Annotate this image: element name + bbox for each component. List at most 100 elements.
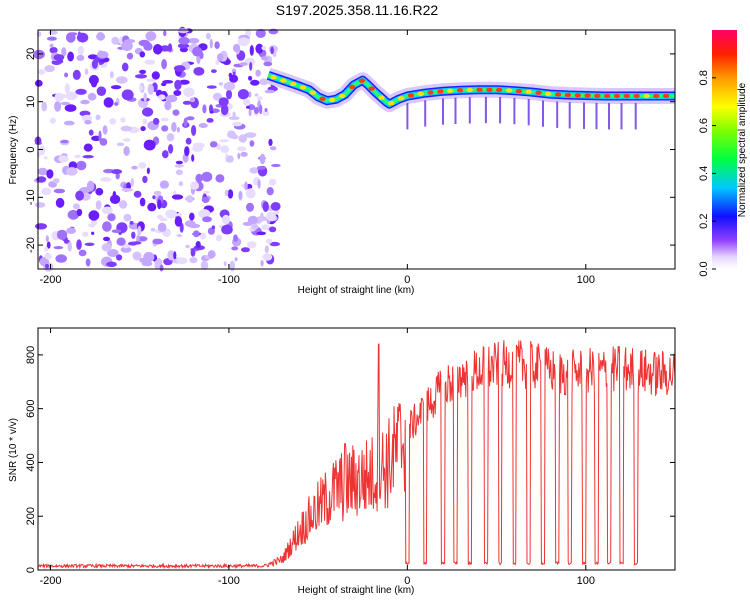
noise-cell	[263, 61, 273, 67]
noise-cell	[178, 181, 184, 187]
noise-cell	[259, 78, 269, 86]
noise-cell	[145, 31, 157, 42]
noise-cell	[269, 146, 277, 151]
noise-cell	[101, 206, 113, 215]
noise-cell	[80, 99, 90, 105]
noise-cell	[90, 79, 98, 88]
y-tick-label: 600	[25, 399, 37, 417]
noise-cell	[237, 152, 241, 160]
y-tick-label: 800	[25, 346, 37, 364]
chart-title: S197.2025.358.11.16.R22	[276, 2, 439, 18]
noise-cell	[195, 173, 203, 183]
noise-cell	[172, 109, 180, 116]
noise-cell	[138, 162, 147, 169]
noise-cell	[66, 167, 78, 176]
track-streak	[542, 100, 544, 127]
noise-cell	[35, 223, 47, 230]
noise-cell	[268, 28, 279, 35]
noise-cell	[240, 151, 248, 157]
noise-cell	[218, 82, 224, 86]
noise-cell	[260, 212, 264, 221]
noise-cell	[238, 134, 248, 143]
noise-cell	[270, 46, 274, 55]
noise-cell	[67, 241, 73, 252]
noise-cell	[66, 227, 76, 234]
noise-cell	[139, 257, 148, 263]
noise-cell	[201, 171, 213, 182]
noise-cell	[119, 200, 128, 209]
noise-cell	[207, 250, 216, 259]
track-peak	[545, 91, 552, 97]
colorbar-axis: 0.0 0.2 0.4 0.6 0.8	[698, 70, 716, 277]
noise-cell	[150, 227, 156, 232]
noise-cell	[143, 92, 147, 102]
noise-cell	[123, 213, 132, 222]
noise-cell	[139, 85, 144, 91]
noise-cell	[215, 174, 225, 183]
track-peak	[299, 85, 307, 90]
noise-cell	[44, 253, 52, 260]
noise-cell	[227, 189, 234, 199]
noise-cell	[259, 104, 263, 115]
spectrogram-y-axis: 20 10 0 -10 -20	[25, 48, 675, 253]
noise-cell	[102, 221, 112, 232]
noise-cell	[176, 257, 188, 265]
noise-cell	[237, 89, 249, 100]
noise-cell	[65, 32, 76, 43]
noise-cell	[76, 160, 87, 171]
noise-cell	[157, 199, 162, 210]
noise-cell	[231, 246, 239, 251]
noise-cell	[64, 72, 69, 78]
noise-cell	[209, 110, 214, 114]
y-tick-label: 200	[25, 507, 37, 525]
noise-cell	[203, 190, 210, 194]
noise-cell	[254, 93, 259, 97]
noise-cell	[58, 155, 69, 163]
noise-cell	[131, 165, 138, 170]
noise-cell	[75, 88, 87, 95]
snr-series-line	[37, 340, 676, 570]
track-peak	[280, 78, 287, 83]
noise-cell	[264, 89, 275, 94]
noise-cell	[249, 167, 259, 174]
noise-cell	[159, 45, 171, 52]
noise-cell	[262, 110, 270, 116]
noise-cell	[159, 217, 168, 222]
noise-cell	[192, 46, 203, 57]
noise-cell	[139, 69, 147, 74]
noise-cell	[173, 251, 177, 260]
track-peak	[339, 93, 346, 99]
noise-cell	[67, 51, 74, 62]
noise-cell	[161, 59, 168, 70]
noise-cell	[158, 94, 166, 100]
noise-cell	[184, 146, 190, 157]
noise-cell	[60, 140, 69, 144]
noise-cell	[257, 179, 261, 189]
noise-cell	[61, 47, 67, 57]
track-peak	[505, 88, 513, 93]
noise-cell	[72, 69, 81, 80]
noise-cell	[198, 209, 211, 219]
noise-cell	[183, 87, 195, 98]
noise-cell	[107, 213, 116, 222]
noise-cell	[123, 146, 130, 156]
noise-cell	[200, 260, 209, 270]
noise-cell	[131, 231, 136, 239]
spectrogram-y-label: Frequency (Hz)	[8, 116, 19, 185]
noise-cell	[123, 138, 131, 142]
noise-cell	[142, 118, 147, 125]
noise-cell	[249, 61, 253, 71]
colorbar-label: Normalized spectral amplitude	[737, 82, 748, 217]
noise-cell	[135, 74, 147, 79]
noise-cell	[178, 79, 190, 85]
track-streak	[608, 103, 610, 130]
noise-cell	[206, 118, 214, 123]
noise-cell	[257, 96, 263, 101]
noise-cell	[121, 62, 129, 72]
noise-cell	[76, 54, 85, 62]
noise-cell	[129, 221, 134, 225]
colorbar-tick-label: 0.4	[698, 166, 710, 181]
noise-cell	[238, 190, 243, 200]
noise-cell	[262, 201, 269, 213]
noise-cell	[255, 28, 266, 38]
